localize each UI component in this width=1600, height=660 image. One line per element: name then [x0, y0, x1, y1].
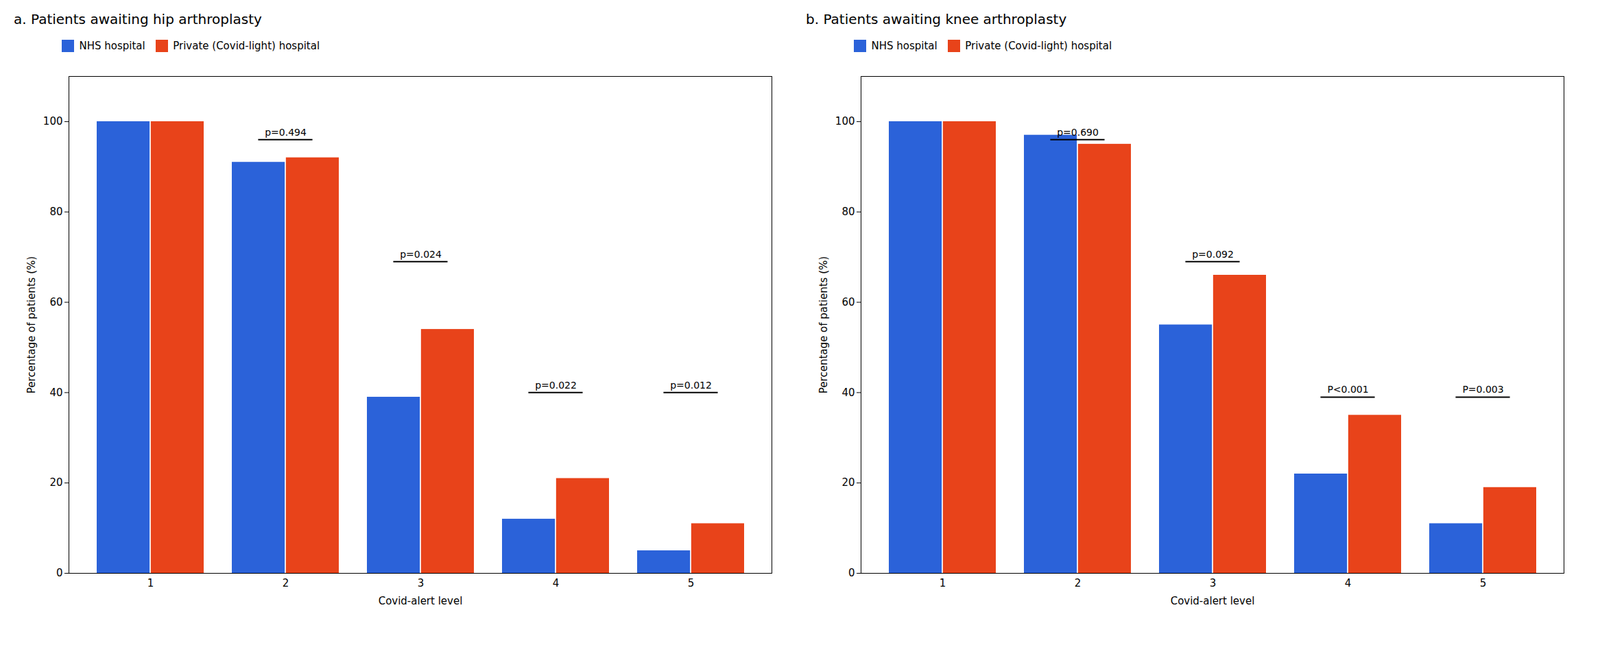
svg-text:100: 100: [835, 115, 856, 128]
html-text:NHS hospital: NHS hospital: [79, 39, 146, 52]
html-text:a. Patients awaiting hip arthr: a. Patients awaiting hip arthroplasty: [13, 10, 262, 28]
svg-text:5: 5: [687, 577, 695, 590]
svg-text:80: 80: [49, 205, 63, 219]
svg-text:60: 60: [841, 295, 855, 308]
svg-text:80: 80: [841, 205, 855, 219]
svg-text:p=0.494: p=0.494: [264, 126, 307, 138]
svg-text:p=0.022: p=0.022: [534, 379, 577, 391]
svg-text:4: 4: [1344, 577, 1352, 590]
svg-text:Covid-alert level: Covid-alert level: [1170, 594, 1256, 607]
svg-text:3: 3: [1209, 577, 1217, 590]
svg-text:p=0.092: p=0.092: [1191, 248, 1234, 260]
svg-text:P=0.003: P=0.003: [1462, 384, 1504, 396]
svg-text:5: 5: [1479, 577, 1487, 590]
svg-text:Percentage of patients (%): Percentage of patients (%): [817, 255, 830, 393]
svg-text:40: 40: [49, 386, 63, 399]
svg-text:20: 20: [49, 476, 63, 489]
svg-text:3: 3: [417, 577, 425, 590]
svg-text:0: 0: [848, 567, 856, 580]
svg-text:p=0.024: p=0.024: [399, 248, 442, 260]
html-text:Private (Covid-light) hospital: Private (Covid-light) hospital: [965, 39, 1112, 52]
html-text:b. Patients awaiting knee arth: b. Patients awaiting knee arthroplasty: [805, 10, 1067, 28]
svg-text:Percentage of patients (%): Percentage of patients (%): [25, 255, 38, 393]
svg-text:40: 40: [841, 386, 855, 399]
svg-text:p=0.690: p=0.690: [1056, 126, 1099, 138]
html-text:NHS hospital: NHS hospital: [871, 39, 938, 52]
svg-text:0: 0: [56, 567, 64, 580]
html-text:Private (Covid-light) hospital: Private (Covid-light) hospital: [172, 39, 320, 52]
svg-text:P<0.001: P<0.001: [1327, 384, 1369, 396]
svg-text:100: 100: [43, 115, 64, 128]
svg-text:4: 4: [552, 577, 560, 590]
svg-text:20: 20: [841, 476, 855, 489]
svg-text:2: 2: [1074, 577, 1082, 590]
svg-text:1: 1: [147, 577, 155, 590]
svg-text:p=0.012: p=0.012: [670, 379, 712, 391]
svg-text:Covid-alert level: Covid-alert level: [378, 594, 463, 607]
svg-text:2: 2: [282, 577, 290, 590]
svg-text:1: 1: [939, 577, 947, 590]
svg-text:60: 60: [49, 295, 63, 308]
